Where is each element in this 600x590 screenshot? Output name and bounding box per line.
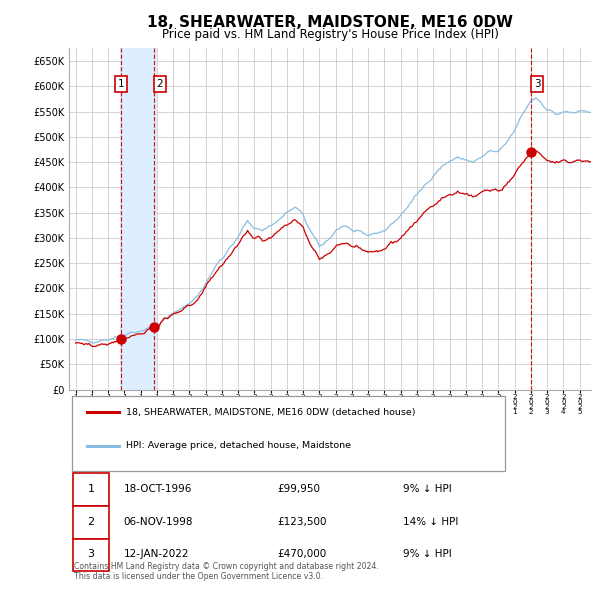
Text: 14% ↓ HPI: 14% ↓ HPI	[403, 517, 458, 527]
Text: 06-NOV-1998: 06-NOV-1998	[124, 517, 193, 527]
FancyBboxPatch shape	[73, 474, 109, 506]
Text: Contains HM Land Registry data © Crown copyright and database right 2024.
This d: Contains HM Land Registry data © Crown c…	[74, 562, 379, 581]
Text: £99,950: £99,950	[278, 484, 321, 494]
Text: 18, SHEARWATER, MAIDSTONE, ME16 0DW: 18, SHEARWATER, MAIDSTONE, ME16 0DW	[147, 15, 513, 30]
Text: 3: 3	[88, 549, 94, 559]
Text: 18-OCT-1996: 18-OCT-1996	[124, 484, 192, 494]
Text: HPI: Average price, detached house, Maidstone: HPI: Average price, detached house, Maid…	[127, 441, 352, 450]
Bar	[119, 48, 155, 389]
Text: Price paid vs. HM Land Registry's House Price Index (HPI): Price paid vs. HM Land Registry's House …	[161, 28, 499, 41]
Text: 1: 1	[118, 79, 124, 89]
Text: 1: 1	[88, 484, 94, 494]
FancyBboxPatch shape	[71, 396, 505, 470]
Text: 3: 3	[534, 79, 541, 89]
FancyBboxPatch shape	[73, 506, 109, 539]
FancyBboxPatch shape	[73, 539, 109, 571]
Text: £470,000: £470,000	[278, 549, 327, 559]
Text: 2: 2	[157, 79, 163, 89]
Text: 2: 2	[88, 517, 94, 527]
Text: 12-JAN-2022: 12-JAN-2022	[124, 549, 190, 559]
Text: £123,500: £123,500	[278, 517, 328, 527]
Text: 18, SHEARWATER, MAIDSTONE, ME16 0DW (detached house): 18, SHEARWATER, MAIDSTONE, ME16 0DW (det…	[127, 408, 416, 417]
Text: 9% ↓ HPI: 9% ↓ HPI	[403, 484, 452, 494]
Text: 9% ↓ HPI: 9% ↓ HPI	[403, 549, 452, 559]
